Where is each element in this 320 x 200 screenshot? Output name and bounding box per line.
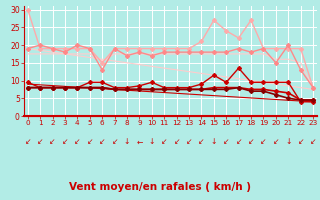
Text: ↙: ↙ (236, 138, 242, 146)
Text: ↙: ↙ (111, 138, 118, 146)
Text: Vent moyen/en rafales ( km/h ): Vent moyen/en rafales ( km/h ) (69, 182, 251, 192)
Text: ↙: ↙ (25, 138, 31, 146)
Text: ↙: ↙ (49, 138, 56, 146)
Text: ↙: ↙ (198, 138, 204, 146)
Text: ↙: ↙ (87, 138, 93, 146)
Text: ↙: ↙ (310, 138, 316, 146)
Text: ↙: ↙ (248, 138, 254, 146)
Text: ↙: ↙ (37, 138, 43, 146)
Text: ↙: ↙ (273, 138, 279, 146)
Text: ←: ← (136, 138, 143, 146)
Text: ↙: ↙ (298, 138, 304, 146)
Text: ↙: ↙ (223, 138, 229, 146)
Text: ↙: ↙ (62, 138, 68, 146)
Text: ↙: ↙ (99, 138, 105, 146)
Text: ↙: ↙ (173, 138, 180, 146)
Text: ↓: ↓ (148, 138, 155, 146)
Text: ↙: ↙ (161, 138, 167, 146)
Text: ↙: ↙ (260, 138, 267, 146)
Text: ↙: ↙ (74, 138, 81, 146)
Text: ↓: ↓ (211, 138, 217, 146)
Text: ↙: ↙ (186, 138, 192, 146)
Text: ↓: ↓ (124, 138, 130, 146)
Text: ↓: ↓ (285, 138, 292, 146)
